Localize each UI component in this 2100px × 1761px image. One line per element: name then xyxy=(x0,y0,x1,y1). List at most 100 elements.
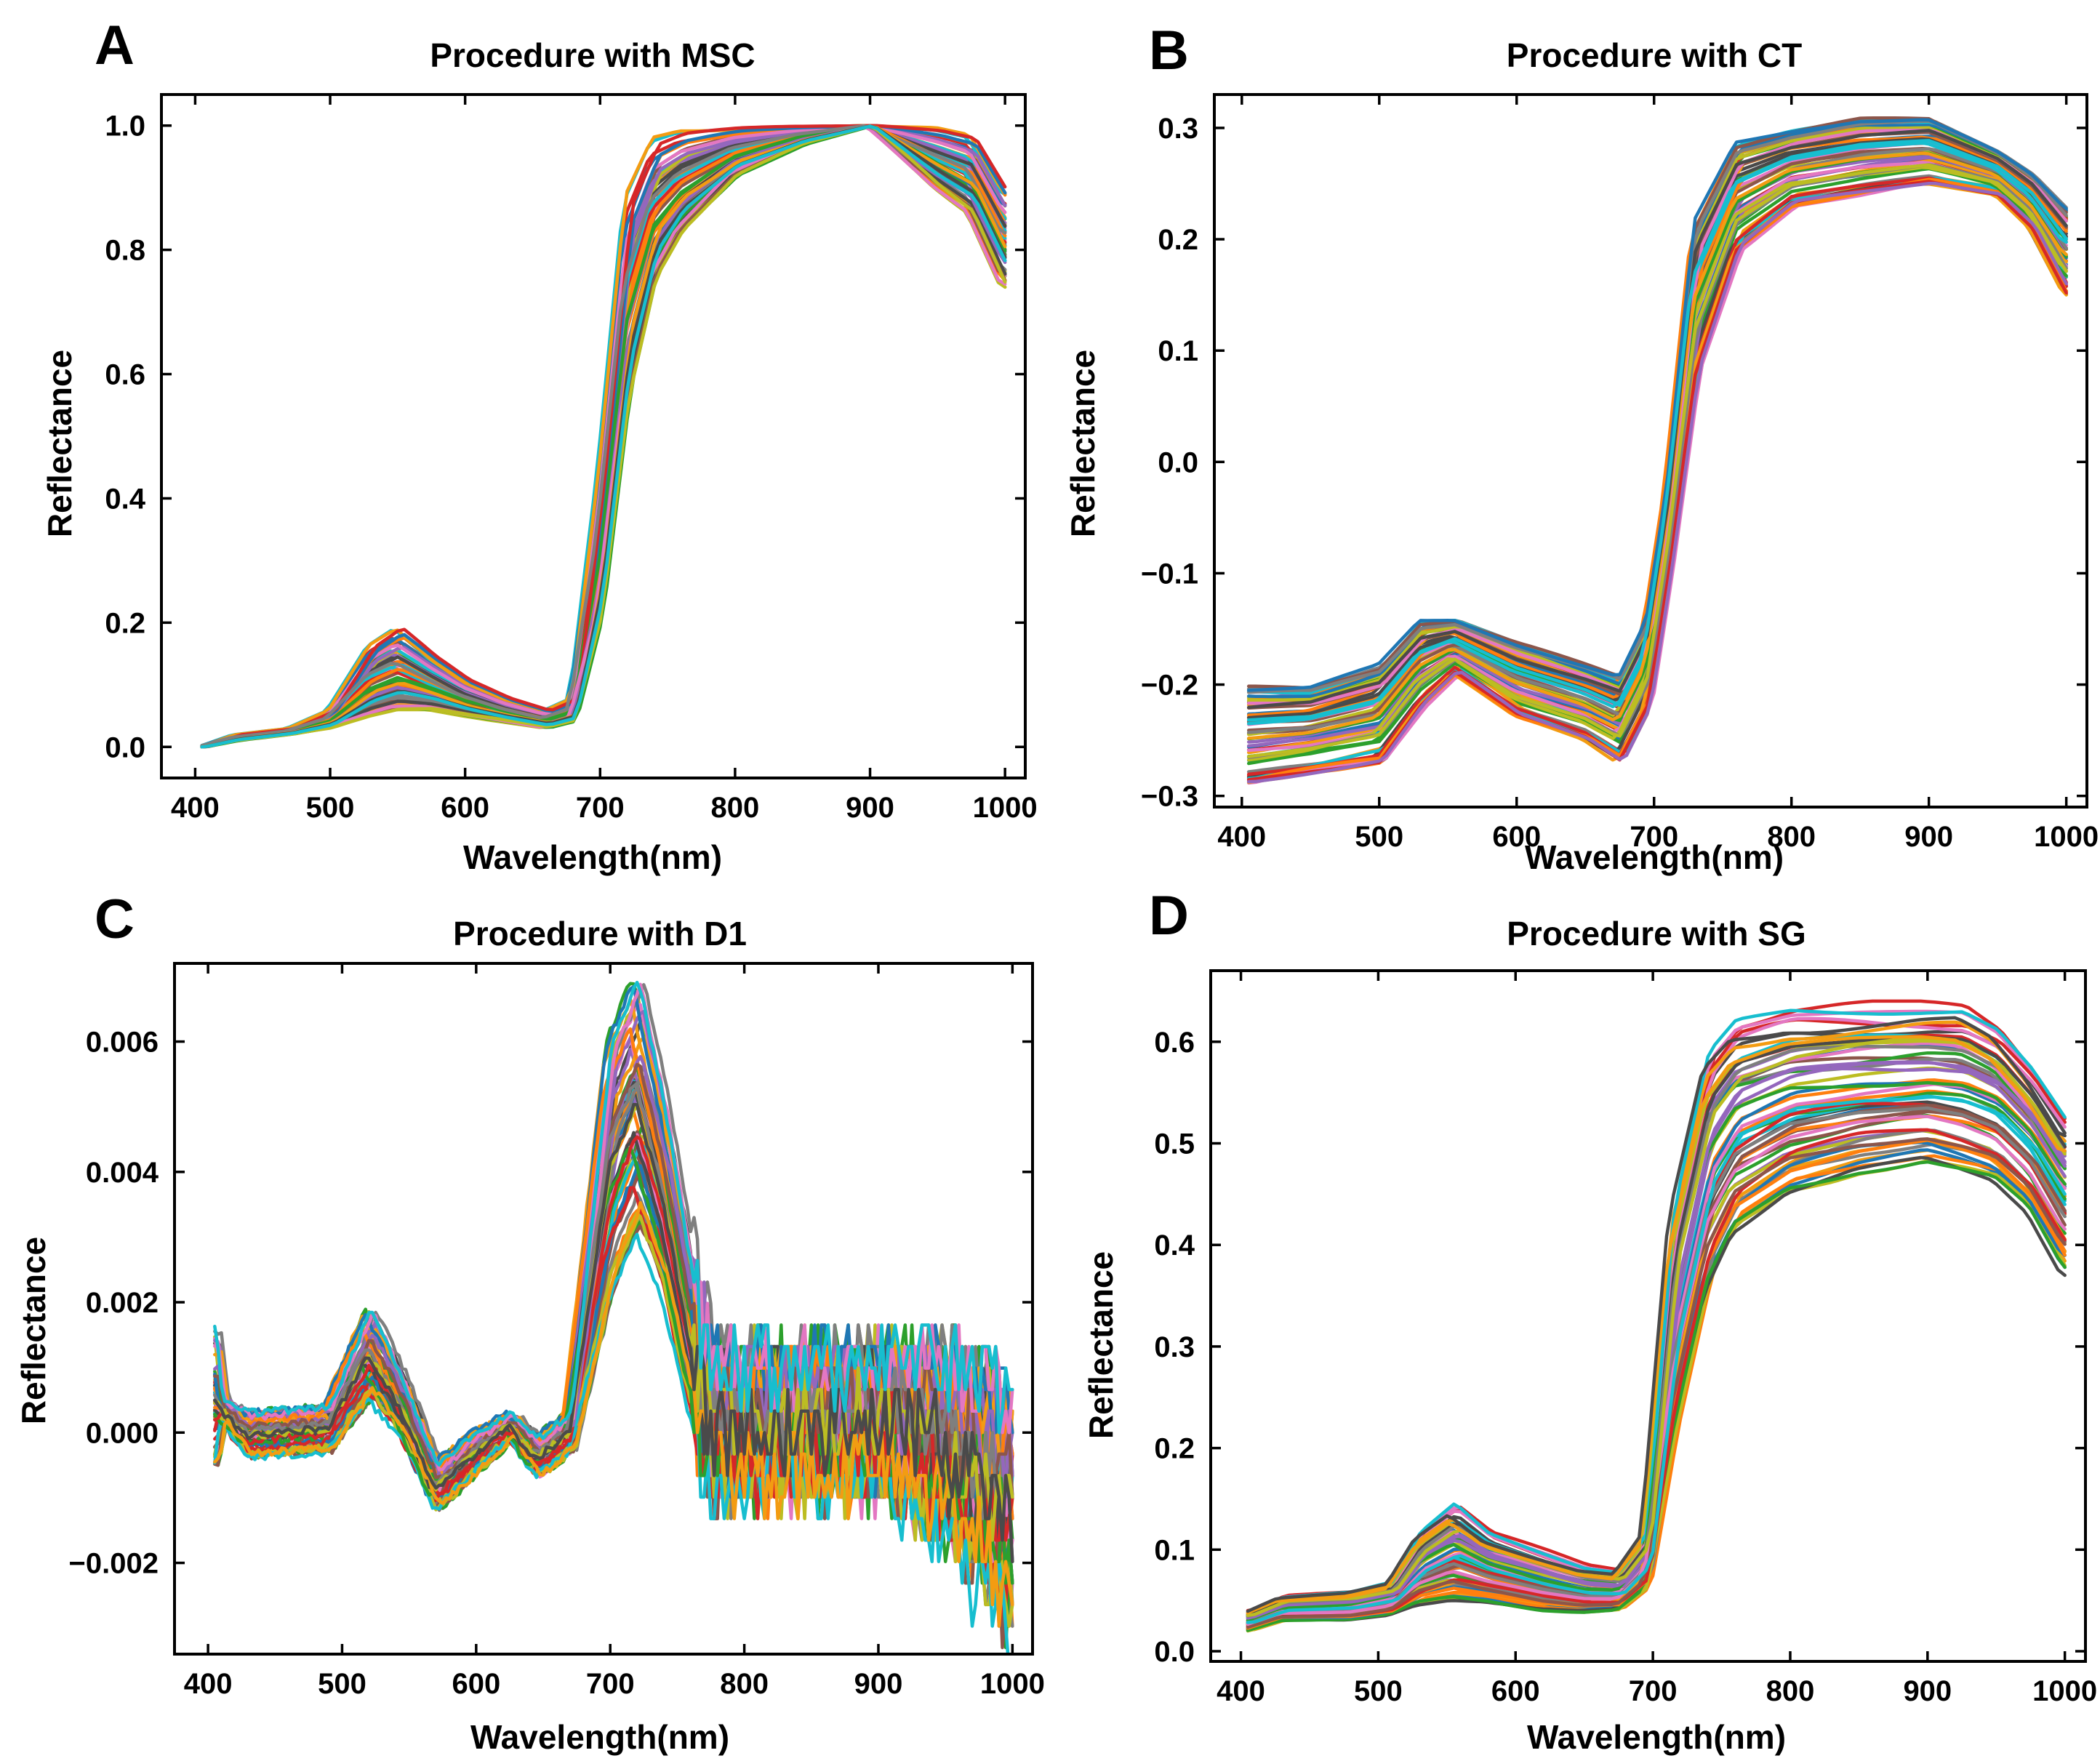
panel-d-y-tick-label: 0.2 xyxy=(1154,1433,1195,1465)
panel-b-ylabel: Reflectance xyxy=(1064,350,1102,537)
panel-a-title: Procedure with MSC xyxy=(430,36,755,74)
panel-b-series-line xyxy=(1246,181,2068,784)
panel-a: A Procedure with MSC Wavelength(nm) Refl… xyxy=(41,15,1038,876)
panel-d-series-line xyxy=(1246,1137,2067,1629)
panel-d-y-tick-label: 0.4 xyxy=(1154,1230,1195,1261)
panel-d-y-tick-label: 0.3 xyxy=(1154,1331,1195,1363)
panel-d-xlabel: Wavelength(nm) xyxy=(1527,1718,1786,1756)
panel-b-y-tick-label: 0.1 xyxy=(1158,335,1198,367)
panel-a-x-tick-label: 800 xyxy=(711,792,760,824)
panel-d-x-tick-label: 700 xyxy=(1629,1675,1678,1707)
panel-c-x-tick-label: 800 xyxy=(720,1668,769,1700)
panel-b-x-tick-label: 400 xyxy=(1217,821,1266,853)
panel-d-plot-area: 400 500 600 700 800 900 1000 0.0 0.1 0.2 0.3 0.4 0.5… xyxy=(1154,969,2097,1707)
panel-a-y-tick-label: 0.2 xyxy=(105,607,145,639)
panel-a-letter: A xyxy=(95,15,135,76)
panel-a-y-tick-label: 0.8 xyxy=(105,235,145,267)
panel-b-y-tick-label: 0.2 xyxy=(1158,224,1198,256)
panel-c-series-line xyxy=(213,980,1014,1467)
panel-d-letter: D xyxy=(1149,885,1189,947)
panel-a-series-line xyxy=(200,124,1007,749)
panel-c-y-tick-label: 0.006 xyxy=(86,1027,159,1059)
panel-a-y-tick-label: 0.0 xyxy=(105,731,145,763)
panel-d-series-line xyxy=(1246,1035,2067,1615)
panel-d: D Procedure with SG Wavelength(nm) Refle… xyxy=(1082,885,2097,1756)
panel-b-y-tick-label: −0.1 xyxy=(1141,558,1198,590)
panel-b-letter: B xyxy=(1149,20,1189,81)
panel-b-x-tick-label: 800 xyxy=(1767,821,1816,853)
panel-a-plot-frame xyxy=(160,93,1027,779)
panel-b-x-tick-label: 600 xyxy=(1492,821,1541,853)
panel-a-y-tick-label: 1.0 xyxy=(105,111,145,143)
panel-a-x-tick-label: 600 xyxy=(441,792,489,824)
panel-a-x-tick-label: 400 xyxy=(171,792,220,824)
panel-d-x-tick-label: 400 xyxy=(1217,1675,1265,1707)
panel-c-x-tick-label: 500 xyxy=(318,1668,366,1700)
panel-d-series-group xyxy=(1246,999,2067,1633)
panel-b-series-group xyxy=(1246,116,2068,785)
panel-a-ylabel: Reflectance xyxy=(41,350,79,537)
panel-d-y-tick-label: 0.0 xyxy=(1154,1636,1195,1668)
panel-b: B Procedure with CT Wavelength(nm) Refle… xyxy=(1064,20,2099,876)
panel-b-title: Procedure with CT xyxy=(1507,36,1802,74)
panel-c-y-tick-label: −0.002 xyxy=(69,1548,159,1580)
panel-c-plot-frame xyxy=(173,962,1034,1656)
panel-b-y-tick-label: −0.2 xyxy=(1141,670,1198,702)
panel-a-x-tick-label: 700 xyxy=(576,792,625,824)
panel-c-y-tick-label: 0.002 xyxy=(86,1287,159,1319)
panel-b-series-line xyxy=(1246,163,2068,758)
panel-d-plot-frame xyxy=(1209,969,2087,1663)
panel-d-title: Procedure with SG xyxy=(1507,915,1806,952)
panel-b-y-tick-label: 0.0 xyxy=(1158,446,1198,478)
panel-b-x-tick-label: 900 xyxy=(1904,821,1953,853)
panel-c-x-tick-label: 400 xyxy=(184,1668,233,1700)
panel-d-x-tick-label: 600 xyxy=(1491,1675,1540,1707)
panel-b-y-tick-label: −0.3 xyxy=(1141,781,1198,813)
panel-d-x-tick-label: 900 xyxy=(1903,1675,1952,1707)
panel-c-x-tick-label: 700 xyxy=(586,1668,635,1700)
panel-b-plot-frame xyxy=(1213,93,2088,809)
panel-a-xlabel: Wavelength(nm) xyxy=(463,838,722,876)
panel-b-x-tick-label: 1000 xyxy=(2034,821,2099,853)
panel-a-series-group xyxy=(200,124,1007,749)
panel-b-series-line xyxy=(1246,141,2068,726)
panel-d-x-tick-label: 800 xyxy=(1766,1675,1815,1707)
panel-d-y-tick-label: 0.1 xyxy=(1154,1534,1195,1566)
panel-c-letter: C xyxy=(95,888,135,950)
panel-c-title: Procedure with D1 xyxy=(453,915,747,952)
panel-d-y-tick-label: 0.6 xyxy=(1154,1027,1195,1059)
panel-b-series-line xyxy=(1246,118,2068,692)
panel-d-series-line xyxy=(1246,1016,2067,1613)
panel-c-y-tick-label: 0.000 xyxy=(86,1417,159,1449)
panel-c-series-group xyxy=(213,980,1014,1654)
panel-b-series-line xyxy=(1246,151,2068,740)
panel-d-ylabel: Reflectance xyxy=(1082,1251,1120,1439)
panel-b-plot-area: 400 500 600 700 800 900 1000 −0.3 −0.2 −0.1 0.0 0.1… xyxy=(1141,93,2099,853)
panel-b-x-tick-label: 500 xyxy=(1355,821,1403,853)
panel-a-plot-area: 400 500 600 700 800 900 1000 0.0 0.2 0.4 0.6 0.8 1.0 xyxy=(105,93,1038,824)
panel-d-x-tick-label: 1000 xyxy=(2032,1675,2097,1707)
panel-a-x-tick-label: 900 xyxy=(846,792,894,824)
panel-d-y-tick-label: 0.5 xyxy=(1154,1128,1195,1160)
panel-a-y-tick-label: 0.6 xyxy=(105,359,145,391)
panel-b-y-tick-label: 0.3 xyxy=(1158,113,1198,145)
panel-c-y-tick-label: 0.004 xyxy=(86,1157,159,1189)
panel-c-series-line xyxy=(213,1102,1014,1563)
panel-c-x-tick-label: 1000 xyxy=(980,1668,1045,1700)
panel-c-x-tick-label: 900 xyxy=(854,1668,903,1700)
panel-a-y-tick-label: 0.4 xyxy=(105,483,145,515)
panel-b-x-tick-label: 700 xyxy=(1630,821,1678,853)
panel-c-series-line xyxy=(213,1200,1014,1628)
panel-c: C Procedure with D1 Wavelength(nm) Refle… xyxy=(15,888,1045,1756)
panel-c-ylabel: Reflectance xyxy=(15,1237,52,1424)
panel-d-x-tick-label: 500 xyxy=(1354,1675,1403,1707)
panel-c-x-tick-label: 600 xyxy=(452,1668,500,1700)
panel-a-x-tick-label: 500 xyxy=(306,792,355,824)
panel-d-series-line xyxy=(1246,1095,2067,1624)
panel-c-plot-area: 400 500 600 700 800 900 1000 −0.002 0.000 0.002 0.… xyxy=(69,962,1045,1700)
panel-a-x-tick-label: 1000 xyxy=(973,792,1038,824)
panel-c-xlabel: Wavelength(nm) xyxy=(470,1718,729,1756)
panel-b-xlabel: Wavelength(nm) xyxy=(1525,838,1784,876)
